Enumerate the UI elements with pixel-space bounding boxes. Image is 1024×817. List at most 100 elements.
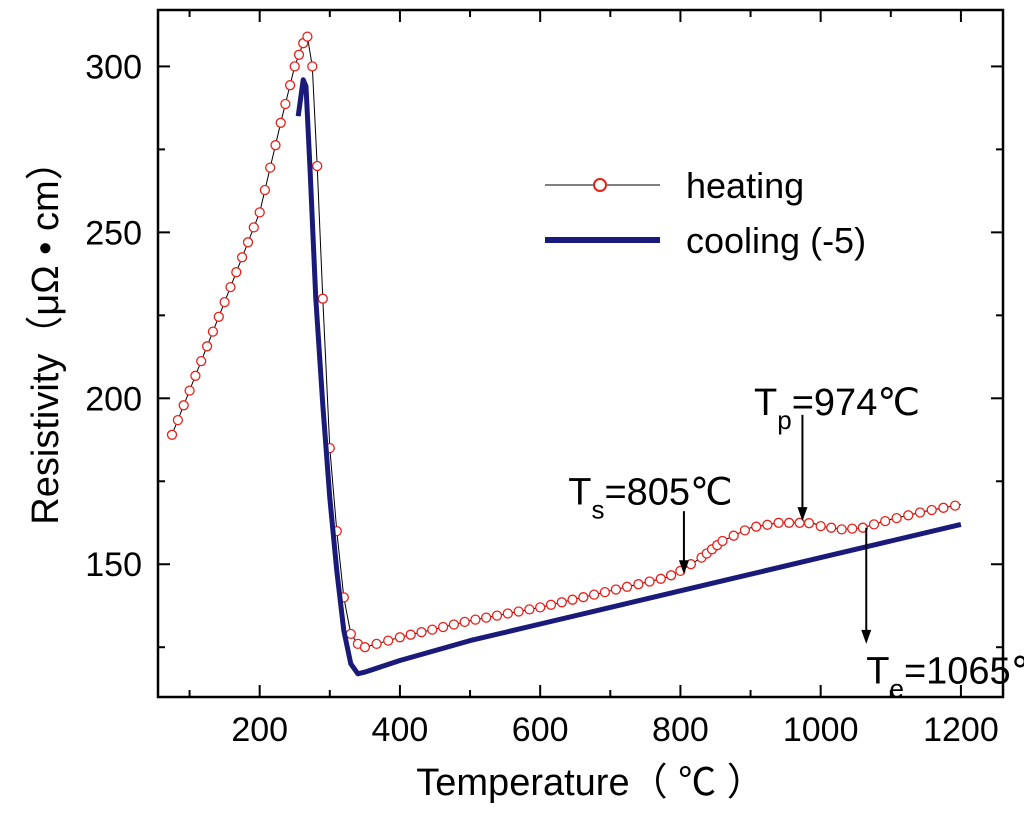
annotation-label-ts: Ts=805℃	[568, 472, 733, 525]
heating-data-point	[312, 160, 323, 172]
heating-data-point	[280, 98, 291, 110]
heating-data-point	[644, 576, 655, 587]
y-tick-label: 150	[85, 546, 142, 584]
x-tick-label: 1200	[923, 711, 999, 749]
heating-data-point	[383, 635, 394, 646]
heating-data-point	[317, 293, 328, 304]
heating-data-point	[207, 326, 219, 337]
x-tick-label: 800	[652, 711, 709, 749]
heating-data-point	[248, 222, 259, 233]
annotation-arrowhead-te	[861, 629, 872, 644]
heating-data-point	[903, 510, 914, 521]
heating-data-point	[213, 311, 224, 322]
y-tick-label: 250	[85, 214, 142, 252]
heating-data-point	[655, 573, 666, 584]
heating-data-point	[836, 524, 847, 535]
annotation-arrowhead-tp	[797, 507, 808, 522]
heating-data-point	[621, 581, 633, 592]
heating-data-point	[242, 237, 254, 248]
heating-data-point	[270, 140, 281, 151]
heating-data-point	[178, 400, 189, 411]
legend-label: cooling (-5)	[686, 220, 866, 261]
x-tick-label: 1000	[783, 711, 859, 749]
heating-data-point	[491, 610, 503, 621]
heating-data-point	[914, 507, 926, 518]
heating-data-point	[166, 429, 178, 440]
heating-data-point	[184, 385, 195, 396]
heating-data-point	[359, 642, 371, 653]
legend-label: heating	[686, 165, 804, 206]
heating-data-point	[783, 517, 795, 528]
heating-data-point	[371, 638, 382, 650]
heating-data-point	[275, 117, 286, 128]
heating-data-point	[815, 520, 826, 532]
heating-data-point	[448, 619, 460, 630]
heating-data-point	[405, 629, 416, 640]
heating-data-point	[437, 621, 449, 633]
heating-data-point	[307, 61, 318, 72]
heating-data-point	[588, 589, 600, 600]
legend: heating cooling (-5)	[545, 165, 866, 261]
annotation-arrowhead-ts	[678, 560, 689, 575]
heating-series-line	[171, 35, 961, 648]
heating-data-point	[578, 592, 589, 603]
heating-data-point	[949, 500, 961, 511]
annotation-label-te: Te=1065℃	[866, 651, 1024, 704]
heating-data-point	[773, 517, 784, 528]
heating-data-point	[599, 586, 611, 598]
heating-data-point	[394, 632, 406, 643]
heating-data-point	[524, 604, 535, 615]
heating-data-point	[938, 502, 949, 513]
heating-data-point	[513, 606, 524, 617]
heating-data-point	[868, 519, 880, 530]
heating-data-point	[254, 207, 265, 218]
heating-data-point	[302, 31, 313, 42]
x-tick-label: 400	[372, 711, 429, 749]
heating-data-point	[502, 608, 513, 619]
heating-data-point	[739, 525, 751, 536]
cooling-series-line	[295, 77, 962, 677]
heating-data-point	[665, 570, 677, 581]
heating-data-point	[880, 515, 891, 527]
y-axis-title: Resistivity（μΩ • cm）	[25, 142, 67, 524]
x-tick-label: 200	[231, 711, 288, 749]
heating-data-point	[717, 535, 728, 547]
heating-data-point	[728, 530, 739, 541]
heating-data-point	[225, 281, 236, 293]
heating-data-point	[231, 267, 242, 278]
y-tick-label: 300	[85, 48, 142, 86]
heating-data-point	[259, 184, 271, 196]
annotation-label-tp: Tp=974℃	[754, 382, 920, 435]
heating-data-point	[803, 518, 815, 529]
heating-data-point	[265, 162, 276, 173]
heating-data-point	[567, 594, 578, 605]
heating-data-point	[416, 627, 427, 638]
heating-data-point	[857, 522, 868, 533]
heating-data-point	[926, 504, 937, 516]
plot-frame	[156, 8, 1005, 699]
heating-data-point	[459, 616, 470, 628]
heating-data-point	[427, 624, 438, 635]
heating-data-point	[891, 512, 902, 524]
heating-data-point	[545, 599, 557, 610]
x-tick-label: 600	[512, 711, 569, 749]
y-tick-label: 200	[85, 380, 142, 418]
heating-data-point	[293, 49, 305, 60]
heating-data-point	[190, 370, 201, 381]
heating-data-point	[172, 414, 184, 426]
heating-data-point	[633, 579, 644, 590]
heating-data-point	[201, 341, 213, 352]
heating-data-point	[284, 80, 296, 91]
heating-data-point	[610, 584, 622, 595]
heating-data-point	[762, 519, 773, 530]
heating-data-point	[196, 355, 207, 367]
heating-data-point	[556, 597, 567, 608]
heating-data-point	[535, 602, 546, 613]
heating-data-point	[481, 612, 492, 623]
heating-data-point	[470, 614, 481, 625]
heating-data-point	[236, 252, 248, 263]
heating-data-point	[751, 521, 762, 532]
heating-data-point	[219, 296, 230, 308]
heating-data-point	[847, 523, 858, 534]
